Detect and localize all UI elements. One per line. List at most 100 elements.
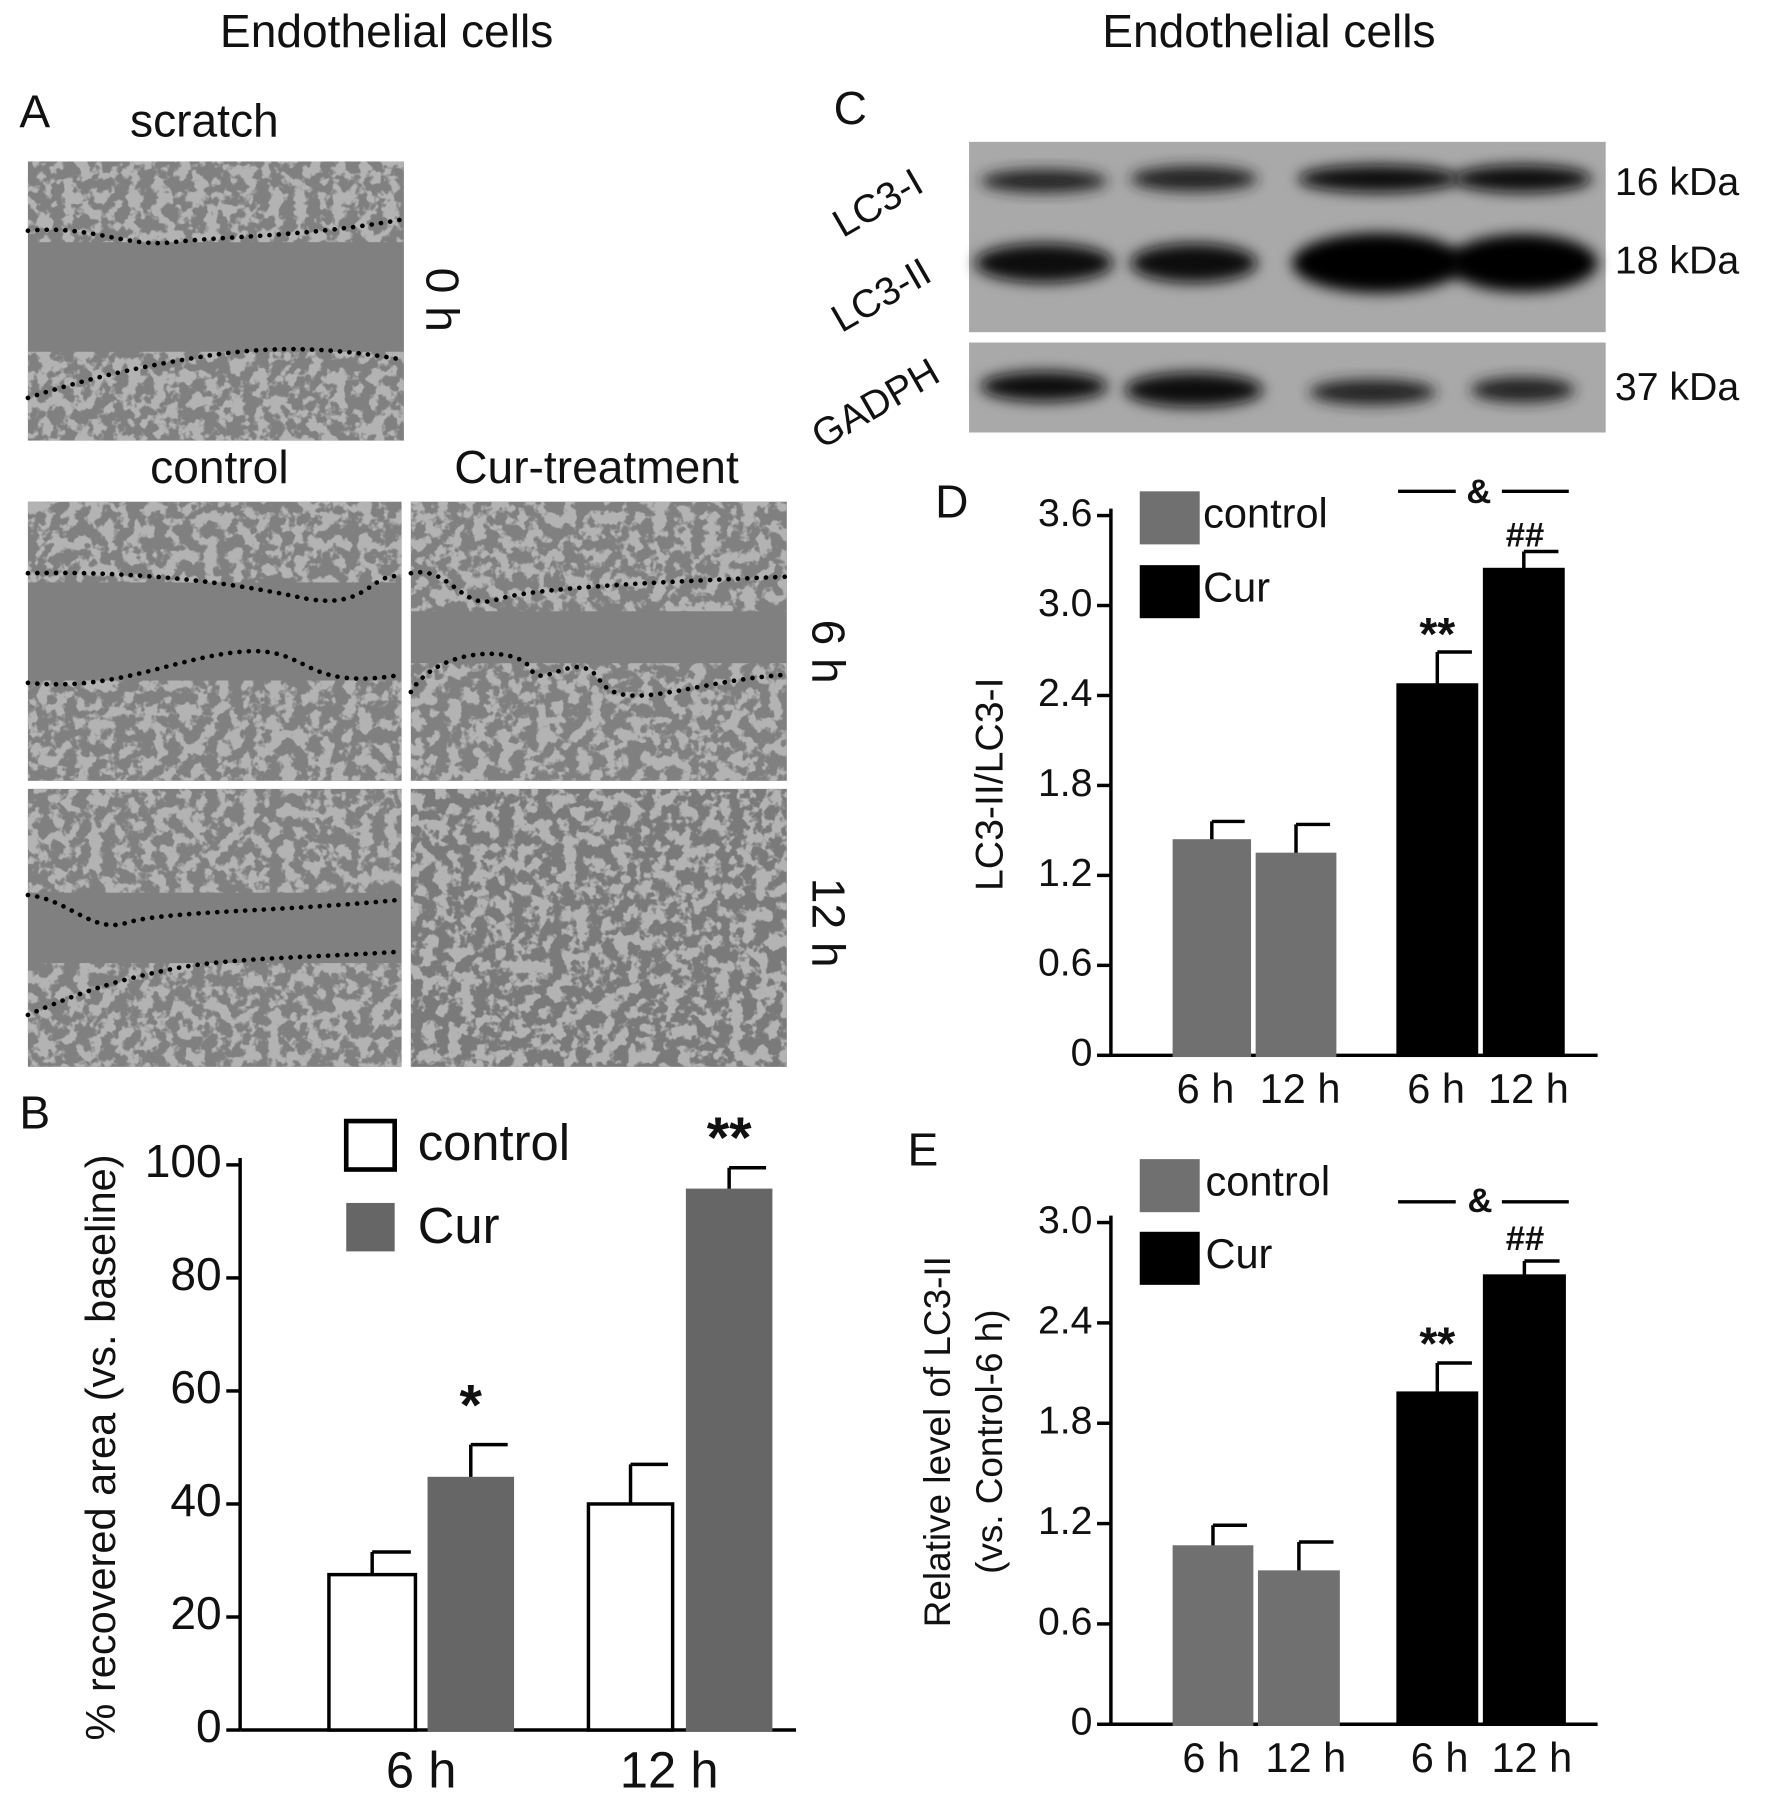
legend-label: Cur [1203,563,1270,610]
micrograph [25,788,404,1067]
y-axis-label: Relative level of LC3-II [917,1256,958,1627]
error-bar [1294,822,1331,855]
bar [1482,1274,1566,1726]
annotation: * [460,1374,483,1438]
time-label: 12 h [803,878,855,968]
y-tick-label: 60 [170,1361,221,1413]
size-label: 18 kDa [1615,239,1739,282]
panel-label: E [908,1124,939,1176]
bar [1257,1570,1340,1726]
panel-label: A [19,86,50,138]
x-tick-label: 6 h [386,1741,457,1798]
legend-swatch [1139,491,1200,545]
bar [1172,839,1252,1058]
size-label: 37 kDa [1615,366,1739,409]
y-tick-label: 80 [170,1248,221,1300]
column-label: Cur-treatment [454,441,739,493]
error-bar [628,1462,669,1504]
y-tick-label: 100 [145,1135,222,1187]
micrograph [410,788,787,1067]
legend-swatch [1139,1159,1200,1213]
micrograph [408,501,790,781]
y-tick-label: 1.2 [1038,1500,1093,1543]
legend-label: control [1205,1157,1330,1204]
y-tick-label: 0.6 [1038,1600,1093,1643]
annotation: & [1467,1182,1492,1220]
time-label: 6 h [803,620,855,684]
y-axis-label: % recovered area (vs. baseline) [77,1154,124,1740]
y-tick-label: 3.0 [1038,1199,1093,1242]
error-bar [1297,1540,1334,1573]
size-label: 16 kDa [1615,161,1739,204]
image-title: scratch [130,95,279,147]
legend-swatch [346,1202,395,1252]
x-tick-label: 6 h [1407,1065,1465,1112]
y-tick-label: 0 [1071,1032,1093,1075]
annotation: ## [1506,1220,1544,1258]
bar [1172,1545,1254,1726]
error-bar [1435,1361,1472,1394]
legend-swatch [343,1118,397,1172]
band-label: LC3-I [826,161,931,246]
legend-swatch [1139,565,1200,619]
y-tick-label: 2.4 [1038,672,1093,715]
y-tick-label: 0 [196,1700,222,1752]
legend-label: control [418,1114,570,1171]
error-bar [1522,1259,1560,1277]
x-tick-label: 12 h [1260,1065,1341,1112]
panel-label: C [834,82,867,134]
y-tick-label: 3.6 [1038,492,1093,535]
annotation: ** [707,1106,752,1170]
bar [685,1188,773,1732]
x-tick-label: 6 h [1411,1734,1469,1781]
x-tick-label: 12 h [1491,1734,1572,1781]
bar [1482,567,1565,1058]
y-tick-label: 3.0 [1038,582,1093,625]
x-tick-label: 12 h [1488,1065,1569,1112]
error-bar [1522,549,1559,570]
bar [586,1502,675,1732]
error-bar [1210,819,1245,841]
error-bar [1435,650,1472,685]
bar [1396,683,1479,1058]
bar [427,1476,515,1732]
column-label: control [150,441,288,493]
error-bar [370,1550,411,1575]
x-tick-label: 6 h [1182,1734,1240,1781]
x-tick-label: 12 h [1265,1734,1346,1781]
error-bar [727,1165,767,1191]
bar [1396,1391,1479,1726]
legend-label: Cur [418,1197,500,1254]
bar [1255,852,1337,1058]
x-tick-label: 12 h [620,1741,719,1798]
legend-swatch [1139,1231,1200,1285]
bar [327,1572,418,1732]
annotation: ** [1419,608,1455,660]
heading: Endothelial cells [220,5,553,57]
y-tick-label: 20 [170,1587,221,1639]
western-blot [969,141,1606,433]
micrograph [25,501,404,781]
panel-label: B [19,1087,50,1139]
y-axis-label: (vs. Control-6 h) [969,1309,1010,1573]
y-tick-label: 1.2 [1038,852,1093,895]
micrograph [25,161,407,441]
annotation: ## [1506,517,1544,555]
error-bar [1211,1523,1247,1547]
panel-label: D [935,475,968,527]
error-bar [469,1442,508,1479]
legend-label: Cur [1205,1230,1272,1277]
y-tick-label: 1.8 [1038,1400,1093,1443]
y-tick-label: 0.6 [1038,942,1093,985]
x-tick-label: 6 h [1177,1065,1235,1112]
band-label: GADPH [805,351,947,458]
y-axis-label: LC3-II/LC3-I [968,678,1011,892]
annotation: & [1466,473,1491,511]
y-tick-label: 40 [170,1474,221,1526]
band-label: LC3-II [824,250,938,341]
y-tick-label: 1.8 [1038,762,1093,805]
annotation: ** [1419,1317,1455,1369]
y-tick-label: 2.4 [1038,1299,1093,1342]
y-tick-label: 0 [1071,1701,1093,1744]
